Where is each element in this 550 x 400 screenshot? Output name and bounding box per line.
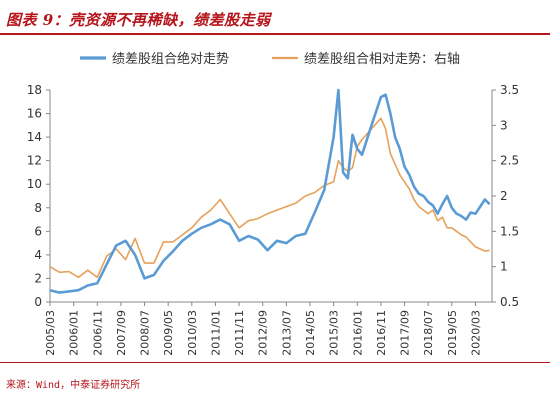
x-tick-label: 2016/01 [351, 310, 364, 356]
y-left-tick-label: 2 [34, 271, 42, 285]
x-tick-label: 2007/09 [115, 310, 128, 356]
x-tick-label: 2016/11 [375, 310, 388, 356]
source-note: 来源：Wind，中泰证券研究所 [6, 380, 141, 391]
title-rule [0, 33, 550, 35]
x-tick-label: 2006/01 [68, 310, 81, 356]
y-right-tick-label: 2 [500, 189, 508, 203]
x-tick-label: 2011/01 [209, 310, 222, 356]
x-tick-label: 2015/03 [328, 310, 341, 356]
x-tick-label: 2012/09 [257, 310, 270, 356]
legend-item-relative: 绩差股组合相对走势：右轴 [272, 51, 460, 67]
figure-footer: 来源：Wind，中泰证券研究所 [0, 362, 550, 400]
x-tick-label: 2017/09 [399, 310, 412, 356]
legend-label: 绩差股组合绝对走势 [112, 51, 229, 67]
x-tick-label: 2014/05 [304, 310, 317, 356]
legend-item-absolute: 绩差股组合绝对走势 [80, 51, 229, 67]
y-right-tick-label: 3 [500, 118, 508, 132]
y-left-tick-label: 4 [34, 248, 42, 262]
x-tick-label: 2013/07 [280, 310, 293, 356]
chart-area: 绩差股组合绝对走势 绩差股组合相对走势：右轴 0 2 4 6 8 10 12 14 16 18 0.5… [0, 36, 550, 358]
chart-legend: 绩差股组合绝对走势 绩差股组合相对走势：右轴 [80, 51, 460, 67]
y-left-tick-label: 0 [34, 295, 42, 309]
y-left-tick-label: 14 [27, 130, 42, 144]
y-left-tick-label: 16 [27, 107, 42, 121]
chart-series [49, 88, 491, 294]
line-chart: 绩差股组合绝对走势 绩差股组合相对走势：右轴 0246810121416180.5… [27, 51, 519, 356]
y-left-tick-label: 10 [27, 177, 42, 191]
y-right-tick-label: 1.5 [500, 224, 519, 238]
figure-header: 图表 9：壳资源不再稀缺，绩差股走弱 [0, 0, 550, 35]
x-tick-label: 2005/03 [44, 310, 57, 356]
legend-label: 绩差股组合相对走势：右轴 [304, 51, 460, 67]
x-tick-label: 2011/11 [233, 310, 246, 356]
y-right-tick-label: 0.5 [500, 295, 519, 309]
x-tick-label: 2020/03 [469, 310, 482, 356]
y-left-tick-label: 6 [34, 224, 42, 238]
y-right-tick-label: 1 [500, 260, 508, 274]
x-tick-label: 2019/05 [446, 310, 459, 356]
chart-axes: 0 2 4 6 8 10 12 14 16 18 0.5 1 1.5 2 2.5 3 3.5 2005/03 200… [27, 83, 519, 356]
x-tick-label: 2009/05 [162, 310, 175, 356]
footer-rule [0, 362, 550, 363]
x-tick-label: 2008/07 [139, 310, 152, 356]
x-tick-label: 2006/11 [91, 310, 104, 356]
y-left-tick-label: 8 [34, 201, 42, 215]
y-right-tick-label: 2.5 [500, 154, 519, 168]
y-left-tick-label: 12 [27, 154, 42, 168]
series-absolute-line [49, 88, 491, 294]
series-relative-line [49, 117, 490, 279]
y-left-tick-label: 18 [27, 83, 42, 97]
y-right-tick-label: 3.5 [500, 83, 519, 97]
x-tick-label: 2010/03 [186, 310, 199, 356]
figure-title: 图表 9：壳资源不再稀缺，绩差股走弱 [6, 11, 271, 29]
x-tick-label: 2018/07 [422, 310, 435, 356]
